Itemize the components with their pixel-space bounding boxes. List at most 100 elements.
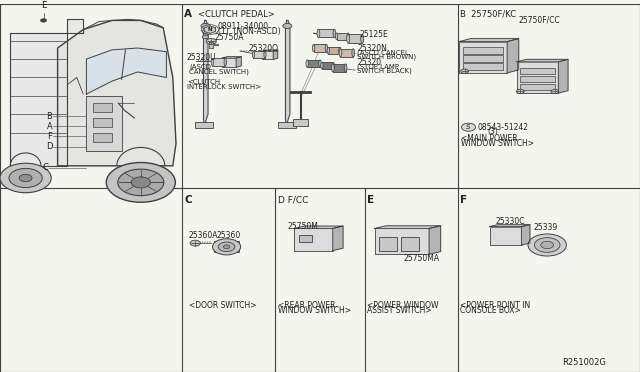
Bar [520,68,555,74]
Bar [307,60,320,67]
Text: 08911-34000: 08911-34000 [218,22,269,31]
Text: N: N [207,27,212,32]
Text: (ASCD CANCEL: (ASCD CANCEL [357,49,409,56]
Polygon shape [86,48,166,94]
Text: <MAIN POWER: <MAIN POWER [461,134,517,143]
Ellipse shape [312,44,315,52]
Polygon shape [517,60,568,62]
Bar [314,44,326,52]
Bar [262,51,273,60]
Circle shape [461,123,476,131]
Text: SWITCH BLACK): SWITCH BLACK) [357,68,412,74]
Polygon shape [490,225,530,227]
Ellipse shape [332,62,335,69]
Text: (3): (3) [488,128,499,137]
Bar [463,64,503,70]
Ellipse shape [327,47,330,54]
Polygon shape [460,39,519,42]
Text: F: F [460,195,467,205]
Circle shape [0,163,51,193]
Text: R251002G: R251002G [562,358,606,367]
Bar [379,237,397,250]
Bar [520,76,555,82]
Bar [278,122,296,128]
Bar [463,47,503,54]
Text: <POWER WINDOW: <POWER WINDOW [367,301,438,310]
Bar [322,62,333,69]
Circle shape [212,239,241,255]
Ellipse shape [325,44,328,52]
Bar [375,228,429,254]
Ellipse shape [347,33,349,39]
Circle shape [551,89,559,94]
Bar [490,227,522,245]
Circle shape [218,242,235,251]
Text: B: B [47,112,52,121]
Text: B  25750F/KC: B 25750F/KC [460,10,516,19]
Circle shape [131,177,150,188]
Bar [253,51,265,58]
Text: D F/CC: D F/CC [278,195,308,204]
Polygon shape [429,226,440,254]
Bar [520,84,555,90]
Ellipse shape [264,51,266,58]
Circle shape [190,240,200,246]
Text: E: E [367,195,374,205]
Text: D: D [46,142,52,151]
Polygon shape [333,226,343,250]
Text: C: C [184,195,192,205]
Bar [319,29,334,37]
Polygon shape [559,60,568,93]
Text: <CLUTCH: <CLUTCH [187,79,220,85]
Bar [212,58,225,66]
Text: INTERLOCK SWITCH>: INTERLOCK SWITCH> [187,84,261,90]
Circle shape [201,23,210,29]
Polygon shape [522,225,530,245]
Circle shape [118,169,164,196]
Text: (STOP LAMP: (STOP LAMP [357,64,399,70]
Circle shape [202,30,209,33]
Text: <POWER POINT IN: <POWER POINT IN [460,301,530,310]
Bar [293,119,308,126]
Text: 25125E: 25125E [360,29,388,39]
Text: CANCEL SWITCH): CANCEL SWITCH) [189,69,250,75]
Bar [463,55,503,62]
Circle shape [9,169,42,187]
Bar [517,62,558,93]
Bar [333,64,346,72]
Bar [93,133,112,142]
Circle shape [461,69,468,73]
Polygon shape [262,50,278,51]
Text: 25339: 25339 [533,223,557,232]
Text: <CLUTCH PEDAL>: <CLUTCH PEDAL> [198,10,275,19]
Circle shape [202,35,209,39]
Polygon shape [285,20,290,125]
Ellipse shape [335,33,338,39]
Circle shape [106,163,175,202]
Text: 25750A: 25750A [214,33,244,42]
Ellipse shape [317,29,320,37]
Text: <REAR POWER: <REAR POWER [278,301,336,310]
Circle shape [223,245,230,248]
Bar [340,49,353,57]
Bar [93,118,112,127]
Text: 25750F/CC: 25750F/CC [518,15,560,24]
Ellipse shape [361,34,364,43]
Ellipse shape [352,49,355,57]
Polygon shape [10,19,83,166]
Circle shape [516,89,524,94]
Text: (ASCD: (ASCD [189,64,211,70]
Text: 25360: 25360 [216,231,241,240]
Text: <DOOR SWITCH>: <DOOR SWITCH> [189,301,256,310]
Text: 25320N: 25320N [357,44,387,52]
Circle shape [534,238,560,252]
Bar [214,241,239,252]
Ellipse shape [306,60,308,67]
Text: CONSOLE BOX>: CONSOLE BOX> [460,306,520,315]
Bar [222,58,236,67]
Text: 08543-51242: 08543-51242 [477,123,529,132]
Text: WINDOW SWITCH>: WINDOW SWITCH> [278,306,351,315]
Text: S: S [466,124,471,130]
Ellipse shape [344,64,347,72]
Text: 25750M: 25750M [288,222,319,231]
